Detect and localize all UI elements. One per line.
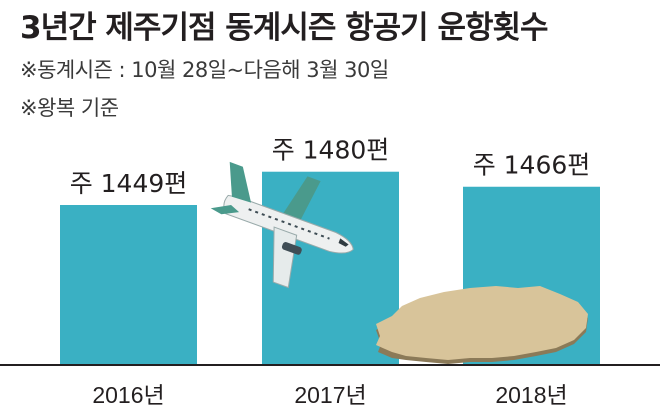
x-tick-label-2016년: 2016년 [92, 382, 164, 408]
basis-note: ※왕복 기준 [20, 96, 119, 120]
data-label-2018년: 주 1466편 [473, 151, 591, 180]
x-tick-label-2018년: 2018년 [495, 382, 567, 408]
chart-title: 3년간 제주기점 동계시즌 항공기 운항횟수 [20, 10, 549, 46]
season-note: ※동계시즌 : 10월 28일~다음해 3월 30일 [20, 58, 389, 82]
airplane-illustration [210, 161, 354, 289]
data-label-2017년: 주 1480편 [272, 136, 390, 165]
x-tick-label-2017년: 2017년 [294, 382, 366, 408]
labels-group: 주 1449편 2016년 주 1480편 2017년 주 1466편 2018년 [70, 136, 591, 408]
jeju-island-illustration [376, 286, 588, 364]
data-label-2016년: 주 1449편 [70, 169, 188, 198]
bar-2016년 [60, 205, 197, 365]
